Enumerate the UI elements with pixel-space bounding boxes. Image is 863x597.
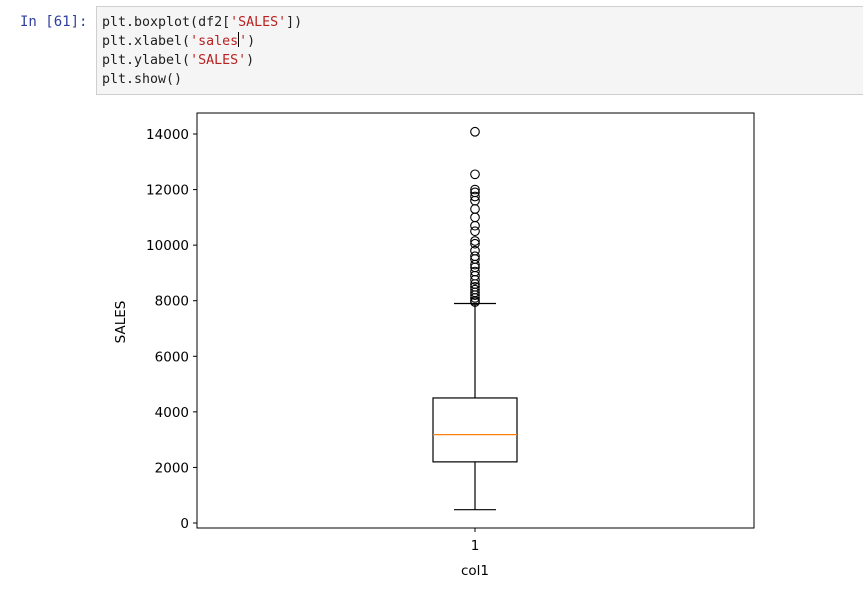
code-line: plt.boxplot(df2['SALES']) bbox=[102, 13, 863, 32]
code-string: 'sales bbox=[190, 34, 239, 49]
x-tick-label: 1 bbox=[471, 538, 480, 554]
outlier-point bbox=[470, 204, 480, 214]
x-axis-label: col1 bbox=[461, 563, 489, 579]
outlier-point bbox=[470, 238, 480, 249]
code-line: plt.show() bbox=[102, 70, 863, 89]
cell-prompt: In [61]: bbox=[20, 14, 88, 30]
outlier-point bbox=[470, 220, 480, 231]
y-axis-label: SALES bbox=[113, 301, 129, 344]
y-tick-label: 4000 bbox=[155, 405, 189, 421]
outlier-point bbox=[470, 184, 480, 195]
code-token: plt.show() bbox=[102, 72, 183, 87]
y-tick-label: 0 bbox=[180, 516, 189, 532]
code-token: plt.ylabel( bbox=[102, 53, 191, 68]
y-tick-label: 6000 bbox=[155, 349, 189, 365]
outlier-point bbox=[470, 226, 480, 237]
code-string: ' bbox=[239, 34, 248, 49]
code-token: plt.xlabel( bbox=[102, 34, 191, 49]
code-line: plt.ylabel('SALES') bbox=[102, 51, 863, 70]
code-cell-input[interactable]: plt.boxplot(df2['SALES']) plt.xlabel('sal… bbox=[96, 6, 863, 95]
code-token: ) bbox=[246, 53, 255, 68]
outlier-point bbox=[470, 169, 480, 180]
y-tick-label: 2000 bbox=[155, 460, 189, 476]
iqr-box bbox=[432, 397, 518, 463]
text-cursor bbox=[238, 32, 240, 47]
outlier-point bbox=[470, 191, 480, 202]
code-string: 'SALES' bbox=[190, 53, 247, 68]
y-tick-label: 14000 bbox=[146, 127, 189, 143]
code-token: plt.boxplot(df2[ bbox=[102, 15, 231, 30]
outlier-point bbox=[470, 293, 480, 303]
outlier-point bbox=[470, 275, 480, 285]
outlier-point bbox=[470, 212, 480, 223]
outlier-point bbox=[470, 290, 480, 301]
outlier-point bbox=[470, 259, 480, 270]
y-tick-label: 10000 bbox=[146, 238, 189, 254]
code-token: ) bbox=[247, 34, 256, 49]
outlier-point bbox=[470, 236, 480, 246]
code-token: ]) bbox=[286, 15, 303, 30]
code-string: 'SALES' bbox=[230, 15, 287, 30]
y-tick-label: 8000 bbox=[155, 294, 189, 310]
outlier-point bbox=[470, 126, 480, 137]
y-tick-label: 12000 bbox=[146, 183, 189, 199]
code-line: plt.xlabel('sales') bbox=[102, 32, 863, 51]
outlier-point bbox=[470, 297, 480, 307]
